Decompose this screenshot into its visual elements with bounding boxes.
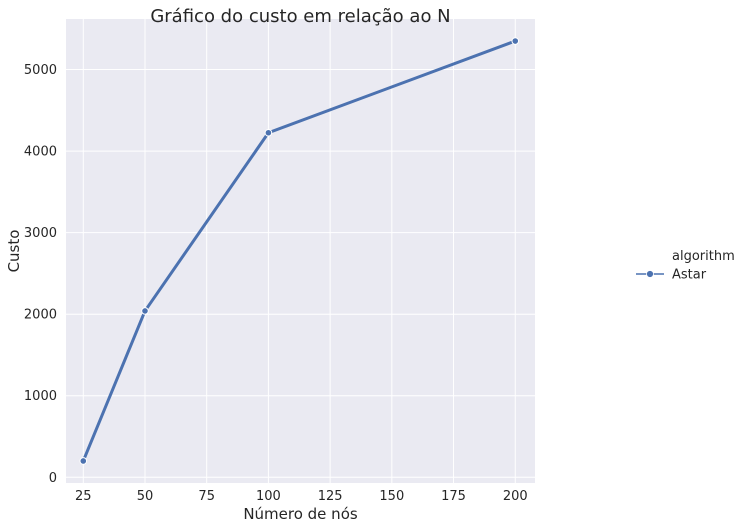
data-point xyxy=(511,37,520,45)
x-tick-label: 75 xyxy=(198,489,215,504)
y-tick-labels: 0 1000 2000 3000 4000 5000 xyxy=(24,63,57,486)
y-tick-label: 3000 xyxy=(24,226,57,241)
x-tick-label: 200 xyxy=(503,489,528,504)
y-tick-label: 0 xyxy=(49,471,57,486)
legend-entry: Astar xyxy=(636,268,707,283)
x-tick-label: 175 xyxy=(441,489,466,504)
y-tick-label: 4000 xyxy=(24,145,57,160)
data-point xyxy=(264,128,273,137)
legend-label: Astar xyxy=(672,268,707,283)
x-tick-label: 25 xyxy=(75,489,92,504)
plot-area xyxy=(66,19,535,483)
x-tick-label: 150 xyxy=(379,489,404,504)
x-tick-label: 125 xyxy=(318,489,343,504)
y-tick-label: 2000 xyxy=(24,308,57,323)
x-axis-label: Número de nós xyxy=(243,505,358,523)
x-tick-label: 50 xyxy=(137,489,154,504)
legend: algorithm Astar xyxy=(636,249,735,283)
data-point xyxy=(79,457,88,465)
y-tick-label: 5000 xyxy=(24,63,57,78)
y-tick-label: 1000 xyxy=(24,389,57,404)
series-layer xyxy=(79,37,520,465)
legend-title: algorithm xyxy=(672,249,735,264)
x-tick-label: 100 xyxy=(256,489,281,504)
y-axis-label: Custo xyxy=(5,230,23,273)
legend-entries: Astar xyxy=(636,268,707,283)
series-line xyxy=(81,39,517,463)
x-tick-labels: 25 50 75 100 125 150 175 200 xyxy=(75,489,528,504)
data-point xyxy=(141,307,149,315)
legend-marker xyxy=(646,270,654,278)
chart-title: Gráfico do custo em relação ao N xyxy=(150,6,450,27)
